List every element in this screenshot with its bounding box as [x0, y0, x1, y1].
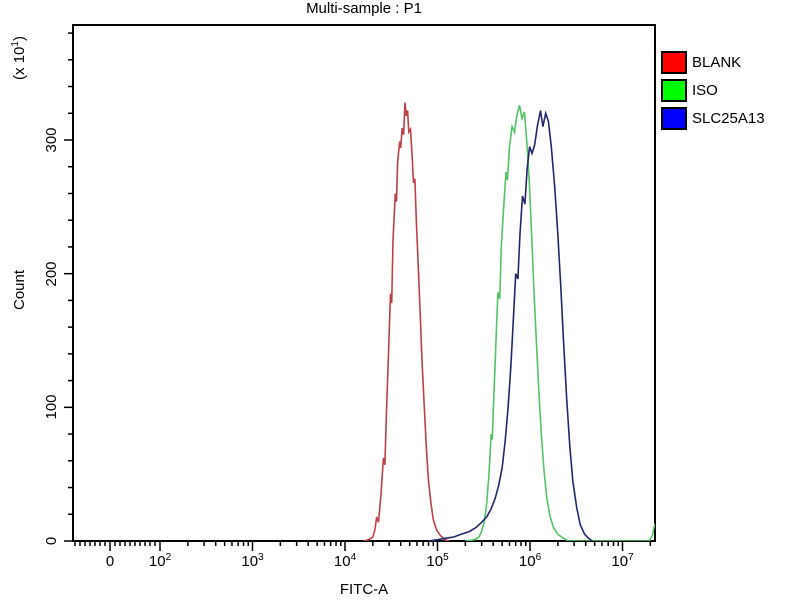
legend-item-slc25a13: SLC25A13: [661, 107, 765, 130]
curve-slc25a13: [428, 110, 593, 541]
legend-swatch-slc25a13: [661, 107, 687, 130]
x-tick-label: 106: [518, 552, 542, 571]
legend-swatch-blank: [661, 51, 687, 74]
x-tick-label: 104: [333, 552, 357, 571]
x-tick-label: 107: [611, 552, 634, 571]
curve-blank: [363, 102, 450, 541]
plot-frame: [72, 24, 656, 542]
legend-label: BLANK: [692, 54, 742, 71]
x-tick-label: 103: [241, 552, 264, 571]
legend-item-blank: BLANK: [661, 51, 765, 74]
x-tick-label: 105: [426, 552, 449, 571]
legend-swatch-iso: [661, 79, 687, 102]
x-tick-label: 0: [105, 553, 115, 570]
chart-title: Multi-sample : P1: [306, 0, 422, 17]
y-tick-label: 200: [43, 261, 60, 287]
y-tick-label: 0: [43, 536, 60, 546]
x-axis-label: FITC-A: [339, 581, 389, 598]
legend-label: SLC25A13: [692, 110, 765, 127]
y-tick-label: 100: [43, 394, 60, 420]
legend-label: ISO: [692, 82, 718, 99]
legend-item-iso: ISO: [661, 79, 765, 102]
x-tick-label: 102: [148, 552, 172, 571]
curve-iso: [465, 105, 655, 541]
y-tick-label: 300: [43, 127, 60, 153]
legend: BLANK ISO SLC25A13: [661, 51, 765, 135]
